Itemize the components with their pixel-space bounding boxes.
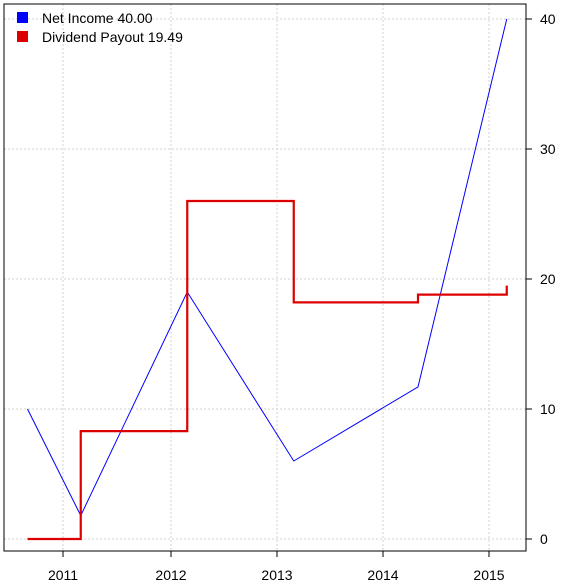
- series-net-income-line: [27, 18, 508, 517]
- axes: 0 10 20 30 40 2011 2012 2013 2014 2015: [3, 3, 556, 583]
- y-tick-label: 0: [540, 531, 548, 547]
- legend-label-net-income: Net Income 40.00: [42, 10, 153, 26]
- y-tick-label: 40: [540, 11, 556, 27]
- series-dividend-payout-line: [27, 199, 508, 541]
- legend-label-dividend-payout: Dividend Payout 19.49: [42, 29, 183, 45]
- legend-swatch-dividend-payout: [17, 31, 28, 42]
- y-tick-label: 20: [540, 271, 556, 287]
- grid: [4, 4, 526, 551]
- plot-frame: [3, 3, 527, 552]
- y-tick-label: 10: [540, 401, 556, 417]
- y-tick-label: 30: [540, 141, 556, 157]
- legend-swatch-net-income: [17, 12, 28, 23]
- x-tick-label: 2014: [367, 567, 398, 583]
- legend: Net Income 40.00 Dividend Payout 19.49: [17, 10, 183, 45]
- x-tick-label: 2015: [473, 567, 504, 583]
- series-layer: [27, 18, 508, 541]
- x-tick-label: 2013: [261, 567, 292, 583]
- x-tick-label: 2012: [155, 567, 186, 583]
- x-tick-label: 2011: [48, 567, 78, 583]
